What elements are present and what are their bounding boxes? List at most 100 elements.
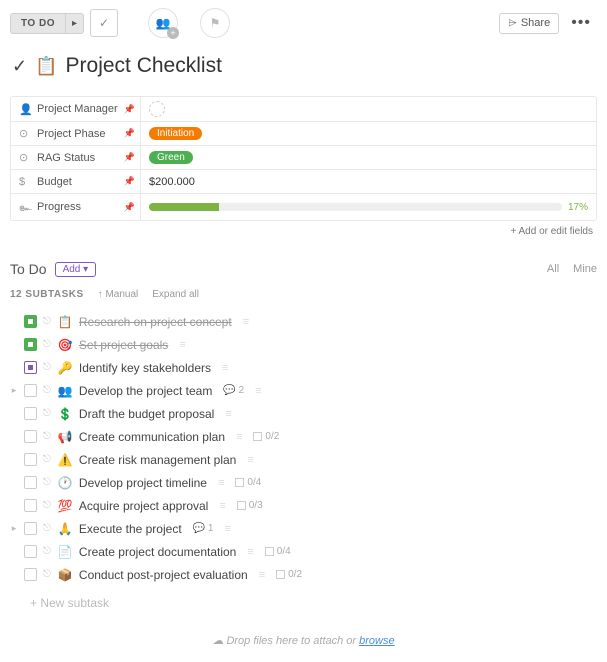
- field-value[interactable]: Green: [141, 146, 596, 169]
- tag[interactable]: Green: [149, 151, 193, 164]
- task-menu-icon[interactable]: ≡: [255, 385, 261, 397]
- link-icon[interactable]: ⎋: [43, 523, 51, 534]
- task-checkbox[interactable]: [24, 522, 37, 535]
- task-row[interactable]: ⎋🔑Identify key stakeholders≡: [6, 356, 601, 379]
- link-icon[interactable]: ⎋: [43, 316, 51, 327]
- task-menu-icon[interactable]: ≡: [225, 408, 231, 420]
- task-row[interactable]: ⎋ 🎯 Set project goals ≡: [6, 333, 601, 356]
- field-value[interactable]: [141, 97, 596, 121]
- task-checkbox[interactable]: [24, 430, 37, 443]
- link-icon[interactable]: ⎋: [43, 477, 51, 488]
- link-icon[interactable]: ⎋: [43, 362, 51, 373]
- custom-fields: 👤Project Manager📌⊙Project Phase📌Initiati…: [10, 96, 597, 221]
- link-icon[interactable]: ⎋: [43, 385, 51, 396]
- task-checkbox[interactable]: [24, 453, 37, 466]
- pin-icon[interactable]: 📌: [124, 176, 135, 187]
- expand-caret[interactable]: ▸: [10, 523, 18, 534]
- task-title[interactable]: Draft the budget proposal: [79, 407, 214, 421]
- link-icon[interactable]: ⎋: [43, 569, 51, 580]
- comment-count[interactable]: 💬 1: [193, 523, 214, 534]
- page-title[interactable]: Project Checklist: [66, 54, 222, 78]
- task-row[interactable]: ⎋📢Create communication plan≡ 0/2: [6, 425, 601, 448]
- task-menu-icon[interactable]: ≡: [218, 477, 224, 489]
- task-checkbox[interactable]: [24, 545, 37, 558]
- field-value[interactable]: Initiation: [141, 122, 596, 145]
- task-title[interactable]: Develop project timeline: [79, 476, 207, 490]
- add-edit-fields-button[interactable]: + Add or edit fields: [0, 221, 607, 241]
- assignee-button[interactable]: 👥+: [148, 8, 178, 38]
- task-row[interactable]: ⎋🕐Develop project timeline≡ 0/4: [6, 471, 601, 494]
- pin-icon[interactable]: 📌: [124, 202, 135, 213]
- tag[interactable]: Initiation: [149, 127, 202, 140]
- task-checkbox[interactable]: [24, 384, 37, 397]
- task-menu-icon[interactable]: ≡: [259, 569, 265, 581]
- task-row[interactable]: ⎋📋Research on project concept≡: [6, 310, 601, 333]
- task-row[interactable]: ⎋💯Acquire project approval≡ 0/3: [6, 494, 601, 517]
- status-next-button[interactable]: ▸: [66, 13, 84, 34]
- priority-flag-button[interactable]: ⚑: [200, 8, 230, 38]
- task-menu-icon[interactable]: ≡: [247, 546, 253, 558]
- filter-all[interactable]: All: [547, 263, 559, 275]
- expand-all[interactable]: Expand all: [152, 289, 199, 300]
- task-row[interactable]: ▸⎋👥Develop the project team💬 2≡: [6, 379, 601, 402]
- link-icon[interactable]: ⎋: [43, 546, 51, 557]
- link-icon[interactable]: ⎋: [43, 408, 51, 419]
- task-row[interactable]: ⎋📄Create project documentation≡ 0/4: [6, 540, 601, 563]
- task-title[interactable]: Identify key stakeholders: [79, 361, 211, 375]
- task-title[interactable]: Develop the project team: [79, 384, 212, 398]
- link-icon[interactable]: ⎋: [43, 431, 51, 442]
- task-menu-icon[interactable]: ≡: [219, 500, 225, 512]
- task-title[interactable]: Create communication plan: [79, 430, 225, 444]
- task-menu-icon[interactable]: ≡: [222, 362, 228, 374]
- task-row[interactable]: ⎋📦Conduct post-project evaluation≡ 0/2: [6, 563, 601, 586]
- pin-icon[interactable]: 📌: [124, 128, 135, 139]
- more-menu-button[interactable]: •••: [565, 14, 597, 32]
- status-dropdown[interactable]: TO DO: [10, 13, 66, 34]
- task-checkbox[interactable]: [24, 499, 37, 512]
- task-title[interactable]: Execute the project: [79, 522, 182, 536]
- attachment-dropzone[interactable]: ☁ Drop files here to attach or browse: [0, 620, 607, 655]
- task-row[interactable]: ⎋💲Draft the budget proposal≡: [6, 402, 601, 425]
- task-title[interactable]: Conduct post-project evaluation: [79, 568, 248, 582]
- task-row[interactable]: ⎋ ⚠️ Create risk management plan ≡: [6, 448, 601, 471]
- task-checkbox[interactable]: [24, 361, 37, 374]
- field-row: ⊙Project Phase📌Initiation: [11, 122, 596, 146]
- field-value[interactable]: 17%: [141, 194, 596, 220]
- task-title[interactable]: Research on project concept: [79, 315, 232, 329]
- task-menu-icon[interactable]: ≡: [224, 523, 230, 535]
- link-icon[interactable]: ⎋: [43, 339, 51, 350]
- task-title[interactable]: Set project goals: [79, 338, 168, 352]
- task-checkbox[interactable]: [24, 476, 37, 489]
- link-icon[interactable]: ⎋: [43, 454, 51, 465]
- avatar-placeholder[interactable]: [149, 101, 165, 117]
- task-checkbox[interactable]: [24, 315, 37, 328]
- task-title[interactable]: Create project documentation: [79, 545, 236, 559]
- task-title[interactable]: Create risk management plan: [79, 453, 236, 467]
- task-title[interactable]: Acquire project approval: [79, 499, 208, 513]
- task-emoji: 📢: [57, 430, 73, 444]
- task-row[interactable]: ▸⎋🙏Execute the project💬 1≡: [6, 517, 601, 540]
- browse-link[interactable]: browse: [359, 635, 394, 647]
- task-menu-icon[interactable]: ≡: [247, 454, 253, 466]
- comment-count[interactable]: 💬 2: [223, 385, 244, 396]
- share-button[interactable]: ⌲Share: [499, 13, 559, 34]
- sort-manual[interactable]: ↑ Manual: [98, 289, 139, 300]
- task-checkbox[interactable]: [24, 568, 37, 581]
- task-checkbox[interactable]: [24, 338, 37, 351]
- field-value[interactable]: $200.000: [141, 170, 596, 193]
- expand-caret[interactable]: ▸: [10, 385, 18, 396]
- new-subtask-input[interactable]: + New subtask: [0, 586, 607, 620]
- task-emoji: 🎯: [57, 338, 73, 352]
- task-menu-icon[interactable]: ≡: [236, 431, 242, 443]
- field-icon: ๛: [19, 198, 31, 216]
- task-emoji: ⚠️: [57, 453, 73, 467]
- task-checkbox[interactable]: [24, 407, 37, 420]
- link-icon[interactable]: ⎋: [43, 500, 51, 511]
- task-menu-icon[interactable]: ≡: [243, 316, 249, 328]
- add-subtask-button[interactable]: Add ▾: [55, 262, 97, 277]
- task-menu-icon[interactable]: ≡: [179, 339, 185, 351]
- pin-icon[interactable]: 📌: [124, 104, 135, 115]
- filter-mine[interactable]: Mine: [573, 263, 597, 275]
- pin-icon[interactable]: 📌: [124, 152, 135, 163]
- complete-button[interactable]: ✓: [90, 9, 118, 37]
